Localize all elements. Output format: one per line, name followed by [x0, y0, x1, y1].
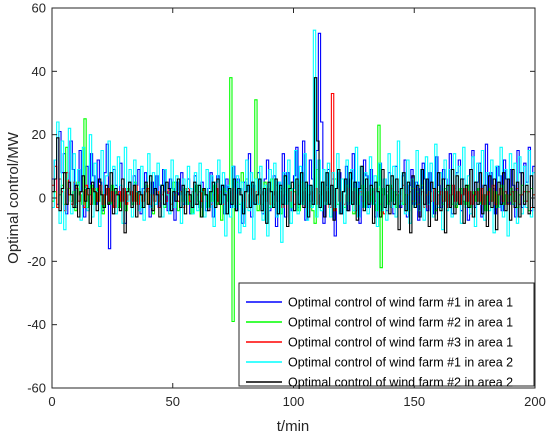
y-tick-label: 60 [32, 1, 46, 16]
y-tick-label: 0 [39, 191, 46, 206]
x-tick-label: 200 [524, 394, 546, 409]
legend: Optimal control of wind farm #1 in area … [238, 282, 535, 390]
legend-label-2: Optimal control of wind farm #2 in area … [288, 316, 513, 330]
x-tick-label: 50 [166, 394, 180, 409]
series-layer [52, 29, 535, 323]
legend-label-4: Optimal control of wind farm #1 in area … [288, 356, 513, 370]
y-tick-label: -40 [27, 317, 46, 332]
y-tick-label: -60 [27, 381, 46, 396]
x-tick-label: 100 [283, 394, 305, 409]
x-tick-label: 0 [48, 394, 55, 409]
y-tick-label: 20 [32, 127, 46, 142]
legend-label-5: Optimal control of wind farm #2 in area … [288, 376, 513, 390]
y-tick-label: 40 [32, 64, 46, 79]
legend-box [238, 282, 535, 387]
legend-label-3: Optimal control of wind farm #3 in area … [288, 336, 513, 350]
x-tick-label: 150 [403, 394, 425, 409]
ticks-layer: 0 50 100 150 200 -60 -40 -20 0 20 40 60 [27, 1, 546, 410]
legend-label-1: Optimal control of wind farm #1 in area … [288, 296, 513, 310]
series-line-5 [52, 77, 535, 234]
x-axis-label: t/min [277, 418, 310, 435]
y-tick-label: -20 [27, 254, 46, 269]
y-axis-label: Optimal control/MW [5, 131, 22, 264]
